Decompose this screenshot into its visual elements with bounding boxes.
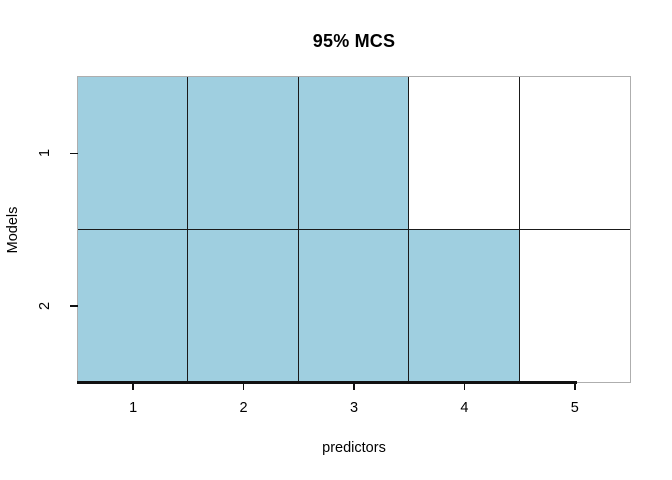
heatmap-cell — [298, 229, 410, 382]
y-axis-tick-label: 1 — [37, 149, 53, 158]
x-axis-tick-label: 3 — [349, 400, 359, 416]
x-axis-tick — [463, 383, 466, 390]
heatmap-cell — [298, 77, 410, 230]
heatmap-cell — [78, 77, 189, 230]
x-axis-tick-label: 4 — [460, 400, 469, 416]
heatmap-cell — [409, 77, 520, 230]
x-axis-line — [77, 381, 577, 384]
y-axis-label: Models — [5, 206, 21, 254]
heatmap-cell — [519, 77, 630, 230]
x-axis-tick-label: 2 — [239, 400, 248, 416]
heatmap-cell — [188, 229, 299, 382]
heatmap-cell — [519, 229, 630, 382]
x-axis-tick — [242, 383, 245, 390]
y-axis-tick-label: 2 — [37, 301, 53, 310]
y-axis-tick — [70, 305, 78, 307]
x-axis-label: predictors — [322, 440, 386, 456]
heatmap-grid — [78, 77, 630, 382]
x-axis-tick — [132, 383, 134, 390]
heatmap-cell — [78, 229, 189, 382]
x-axis-tick-label: 1 — [129, 400, 138, 416]
x-axis-tick-label: 5 — [570, 400, 579, 416]
x-axis-tick — [574, 383, 576, 390]
heatmap-cell — [188, 77, 299, 230]
plot-title: 95% MCS — [312, 31, 396, 51]
y-axis-tick — [70, 152, 78, 154]
plot-area — [77, 76, 631, 383]
x-axis-tick — [353, 383, 355, 390]
heatmap-cell — [409, 229, 520, 382]
